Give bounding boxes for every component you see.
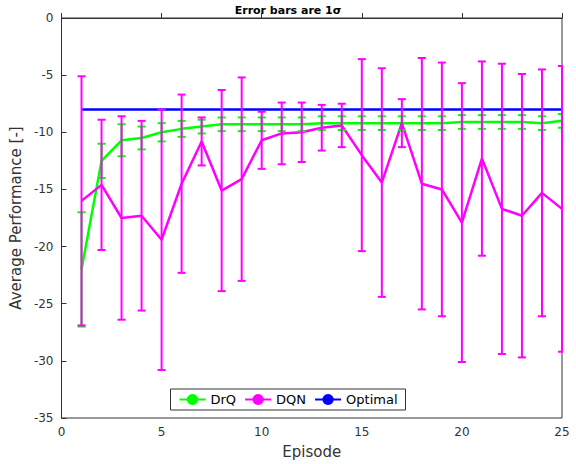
svg-text:Episode: Episode [282,443,341,461]
svg-text:-35: -35 [34,411,54,425]
svg-text:25: 25 [554,425,569,439]
svg-text:20: 20 [454,425,469,439]
svg-text:10: 10 [254,425,269,439]
svg-text:DQN: DQN [276,392,306,407]
svg-text:-20: -20 [34,240,54,254]
svg-text:5: 5 [158,425,166,439]
svg-text:Error bars are 1σ: Error bars are 1σ [235,4,342,17]
svg-text:0: 0 [58,425,66,439]
svg-text:DrQ: DrQ [211,392,237,407]
svg-text:0: 0 [46,11,54,25]
svg-text:-15: -15 [34,182,54,196]
svg-text:15: 15 [354,425,369,439]
svg-text:-25: -25 [34,297,54,311]
svg-text:Optimal: Optimal [346,392,397,407]
svg-text:-5: -5 [42,68,54,82]
svg-text:-10: -10 [34,125,54,139]
svg-text:-30: -30 [34,354,54,368]
svg-text:Average Performance [-]: Average Performance [-] [7,126,25,309]
